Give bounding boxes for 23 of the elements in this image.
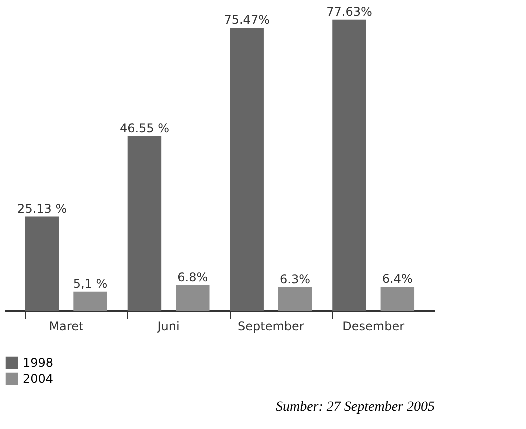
data-label: 6.8%	[178, 270, 208, 284]
data-label: 6.4%	[382, 272, 413, 286]
bar	[128, 136, 162, 311]
legend-label: 2004	[23, 372, 54, 386]
data-label: 25.13 %	[18, 202, 68, 216]
x-tick-label: September	[238, 320, 304, 334]
bar	[230, 28, 264, 311]
legend-label: 1998	[23, 356, 54, 370]
data-label: 77.63%	[326, 4, 372, 19]
bar	[25, 216, 60, 311]
data-label: 5,1 %	[73, 276, 108, 291]
bar	[74, 292, 108, 311]
text: Sumber: 27 September 2005	[276, 400, 435, 415]
data-label: 6.3%	[280, 272, 311, 286]
x-tick-label: Maret	[49, 320, 84, 334]
data-label: 46.55 %	[120, 121, 170, 136]
bar	[278, 287, 312, 311]
x-tick-label: Desember	[342, 320, 405, 334]
bar	[380, 287, 415, 311]
x-tick-label: Juni	[156, 320, 180, 334]
bar	[332, 20, 366, 311]
bar	[176, 286, 210, 311]
data-label: 75.47%	[224, 12, 270, 27]
